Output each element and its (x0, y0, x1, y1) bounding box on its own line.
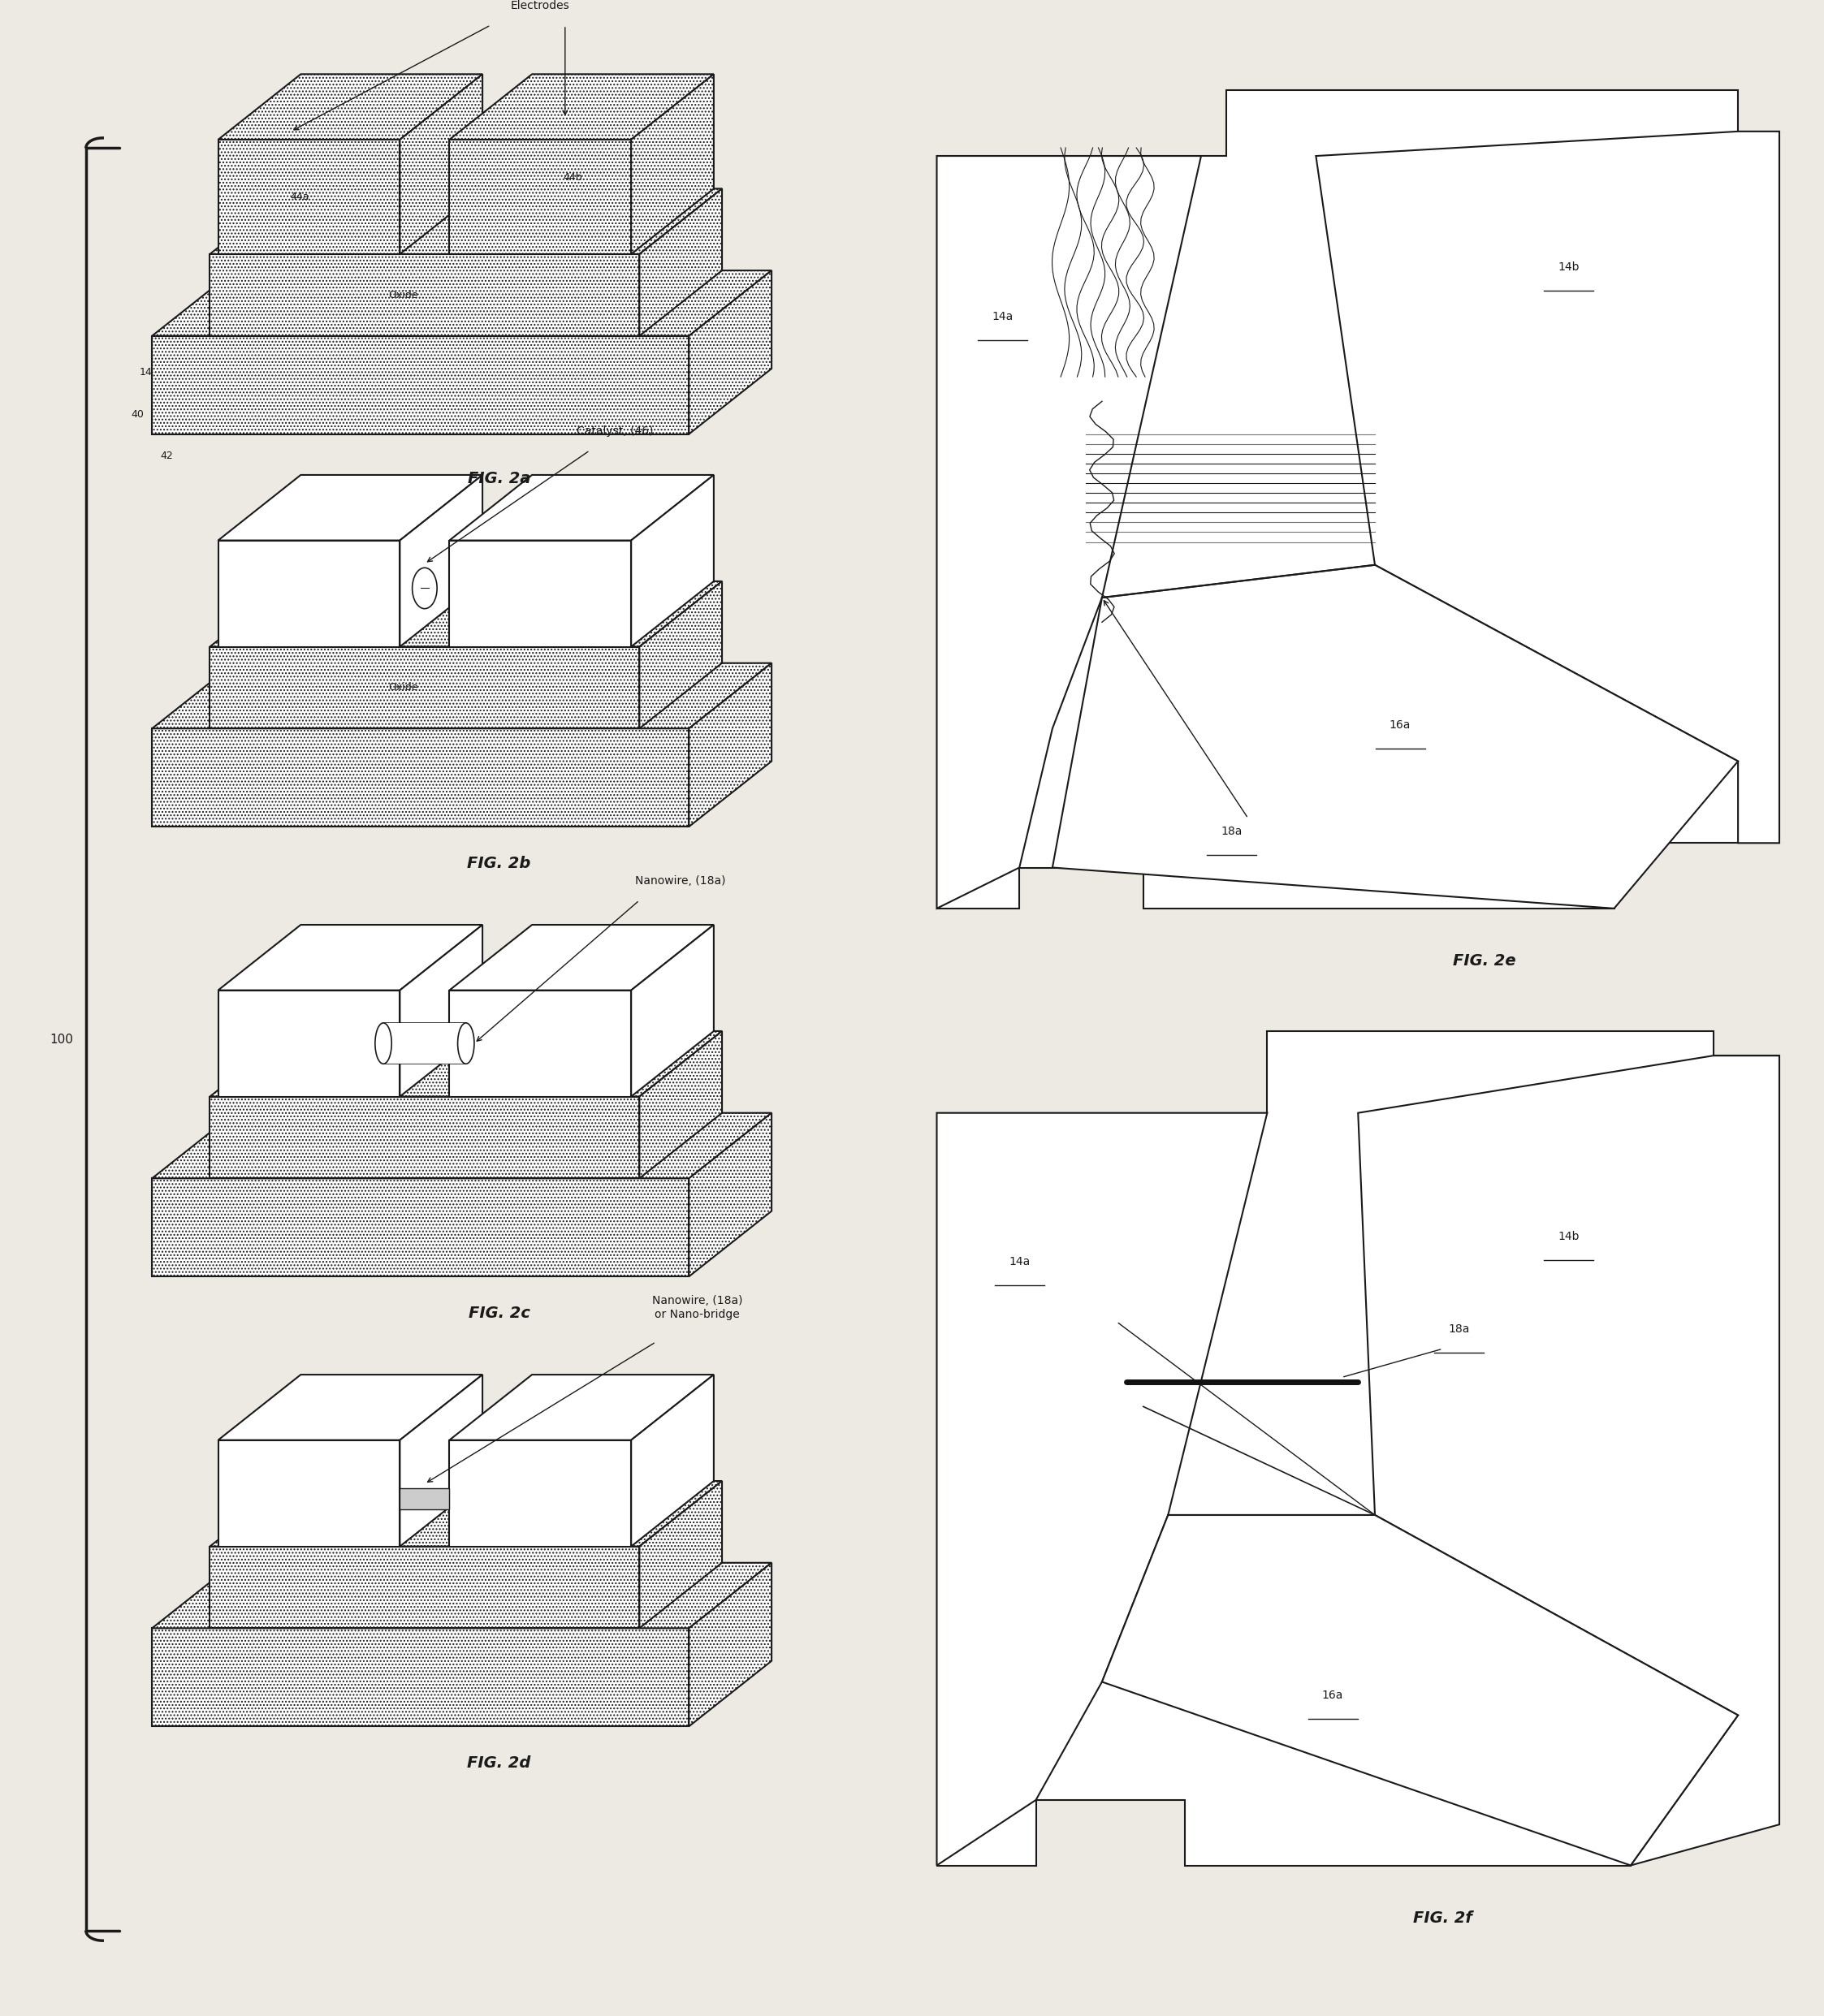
Text: FIG. 2b: FIG. 2b (467, 855, 531, 871)
Text: FIG. 2f: FIG. 2f (1414, 1911, 1472, 1925)
Polygon shape (449, 540, 631, 647)
Polygon shape (1102, 1514, 1738, 1865)
Text: 42: 42 (161, 450, 173, 462)
Text: 18a: 18a (1448, 1325, 1470, 1335)
Polygon shape (449, 1439, 631, 1546)
Polygon shape (210, 581, 722, 647)
Text: 16a: 16a (1322, 1689, 1344, 1702)
Text: FIG. 2c: FIG. 2c (469, 1304, 529, 1320)
Polygon shape (151, 663, 772, 728)
Text: FIG. 2a: FIG. 2a (467, 472, 531, 486)
Polygon shape (689, 663, 772, 827)
Text: 14b: 14b (1558, 262, 1580, 272)
Polygon shape (689, 1113, 772, 1276)
Polygon shape (383, 1022, 465, 1064)
Polygon shape (219, 75, 483, 139)
Text: Electrodes: Electrodes (511, 0, 569, 12)
Polygon shape (219, 1375, 483, 1439)
Text: 100: 100 (49, 1034, 73, 1046)
Text: 14a: 14a (992, 310, 1014, 323)
Polygon shape (151, 337, 689, 433)
Ellipse shape (412, 569, 438, 609)
Polygon shape (399, 1375, 483, 1546)
Text: Catalyst, (46): Catalyst, (46) (576, 425, 653, 437)
Text: FIG. 2d: FIG. 2d (467, 1756, 531, 1770)
Polygon shape (938, 155, 1202, 909)
Polygon shape (640, 1482, 722, 1629)
Polygon shape (640, 1030, 722, 1177)
Polygon shape (449, 75, 713, 139)
Polygon shape (219, 139, 399, 254)
Polygon shape (640, 190, 722, 337)
Polygon shape (219, 476, 483, 540)
Polygon shape (151, 1177, 689, 1276)
Text: 14: 14 (139, 367, 151, 377)
Polygon shape (449, 990, 631, 1097)
Polygon shape (1359, 1056, 1780, 1865)
Text: 18a: 18a (1220, 827, 1242, 837)
Polygon shape (151, 1113, 772, 1177)
Polygon shape (640, 581, 722, 728)
Polygon shape (631, 476, 713, 647)
Polygon shape (449, 476, 713, 540)
Text: 44a: 44a (290, 192, 310, 202)
Text: 40: 40 (131, 409, 144, 419)
Text: 44b: 44b (564, 171, 582, 183)
Text: 14a: 14a (1009, 1256, 1031, 1268)
Polygon shape (449, 925, 713, 990)
Polygon shape (689, 270, 772, 433)
Text: Nanowire, (18a): Nanowire, (18a) (635, 875, 726, 887)
Polygon shape (210, 1546, 640, 1629)
Ellipse shape (376, 1022, 392, 1064)
Polygon shape (399, 75, 483, 254)
Polygon shape (938, 91, 1780, 909)
Polygon shape (399, 1488, 449, 1510)
Polygon shape (631, 75, 713, 254)
Polygon shape (1315, 131, 1780, 843)
Polygon shape (219, 540, 399, 647)
Polygon shape (219, 1439, 399, 1546)
Polygon shape (210, 1030, 722, 1097)
Polygon shape (631, 1375, 713, 1546)
Polygon shape (449, 1375, 713, 1439)
Polygon shape (631, 925, 713, 1097)
Polygon shape (151, 728, 689, 827)
Polygon shape (210, 647, 640, 728)
Polygon shape (938, 1113, 1268, 1865)
Polygon shape (1052, 564, 1738, 909)
Polygon shape (151, 270, 772, 337)
Polygon shape (689, 1562, 772, 1726)
Polygon shape (219, 925, 483, 990)
Polygon shape (210, 190, 722, 254)
Text: Oxide: Oxide (389, 290, 418, 300)
Text: Nanowire, (18a)
or Nano-bridge: Nanowire, (18a) or Nano-bridge (651, 1296, 742, 1320)
Ellipse shape (458, 1022, 474, 1064)
Polygon shape (151, 1629, 689, 1726)
Polygon shape (210, 1482, 722, 1546)
Polygon shape (449, 139, 631, 254)
Polygon shape (219, 990, 399, 1097)
Polygon shape (210, 1097, 640, 1177)
Text: 16a: 16a (1390, 720, 1412, 732)
Text: 14b: 14b (1558, 1230, 1580, 1242)
Polygon shape (210, 254, 640, 337)
Polygon shape (399, 925, 483, 1097)
Polygon shape (151, 1562, 772, 1629)
Text: FIG. 2e: FIG. 2e (1454, 954, 1516, 970)
Text: Oxide: Oxide (389, 681, 418, 694)
Polygon shape (938, 1030, 1780, 1865)
Polygon shape (399, 476, 483, 647)
